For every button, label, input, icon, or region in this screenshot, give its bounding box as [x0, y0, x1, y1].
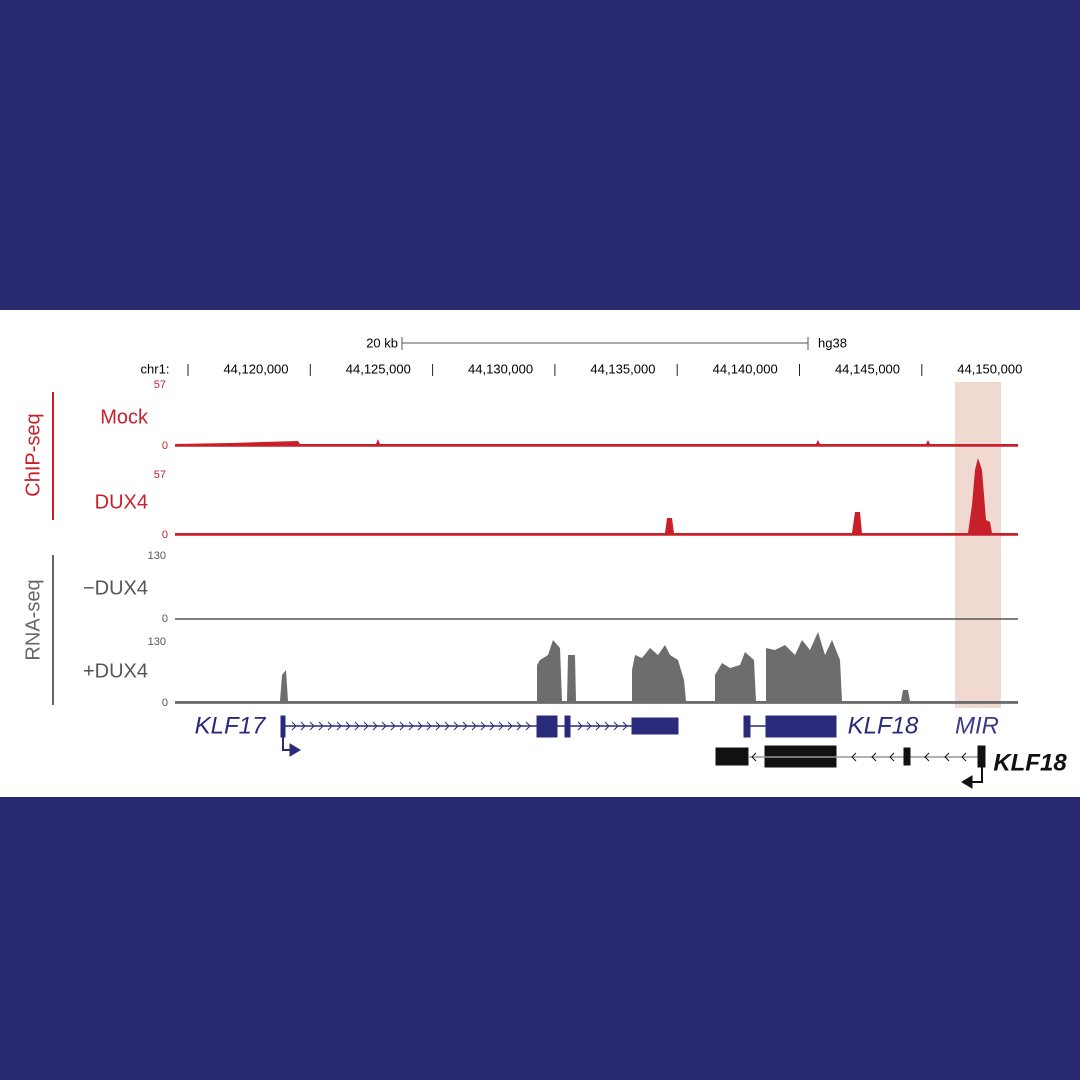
- chevron: [327, 721, 333, 731]
- chevron: [889, 752, 895, 762]
- chevron: [354, 721, 360, 731]
- scale-bar: [401, 337, 809, 350]
- chevron: [595, 721, 601, 731]
- chevron: [408, 721, 414, 731]
- ruler-label: 44,145,000: [835, 361, 900, 376]
- chevron: [613, 721, 619, 731]
- chevron: [480, 721, 486, 731]
- chevron: [372, 721, 378, 731]
- scale-label: 20 kb: [366, 335, 398, 350]
- track-min: 0: [162, 697, 168, 709]
- signal: [175, 632, 1018, 703]
- ruler: 44,120,000 44,125,000 44,130,000 44,135,000…: [187, 361, 1022, 376]
- track-max: 57: [154, 379, 166, 391]
- gene-label: KLF18: [993, 749, 1067, 776]
- gene-label: KLF17: [195, 712, 267, 739]
- group-label: RNA-seq: [22, 579, 44, 660]
- gene-label: MIR: [955, 712, 999, 739]
- gene-blue: [280, 715, 837, 757]
- gene-black: [715, 745, 986, 789]
- chevron: [507, 721, 513, 731]
- ruler-label: 44,120,000: [223, 361, 288, 376]
- track-name: DUX4: [95, 491, 148, 513]
- assembly: hg38: [818, 335, 847, 350]
- track-max: 130: [148, 550, 166, 562]
- chevron: [871, 752, 877, 762]
- chevron: [435, 721, 441, 731]
- chevron: [336, 721, 342, 731]
- track-name: +DUX4: [83, 660, 148, 682]
- chevron: [851, 752, 857, 762]
- track-min: 0: [162, 440, 168, 452]
- ruler-label: 44,130,000: [468, 361, 533, 376]
- chevron: [622, 721, 628, 731]
- chevron: [944, 752, 950, 762]
- chevron: [309, 721, 315, 731]
- chevron: [381, 721, 387, 731]
- highlight: [955, 382, 1001, 708]
- chevron: [291, 721, 297, 731]
- chevron: [399, 721, 405, 731]
- signal: [175, 439, 1018, 446]
- track-name: −DUX4: [83, 577, 148, 599]
- chevron: [453, 721, 459, 731]
- chevron: [390, 721, 396, 731]
- chevron: [300, 721, 306, 731]
- track-min: 0: [162, 613, 168, 625]
- chevron: [318, 721, 324, 731]
- ruler-label: 44,135,000: [590, 361, 655, 376]
- track-min: 0: [162, 529, 168, 541]
- chevron: [961, 752, 967, 762]
- chevron: [498, 721, 504, 731]
- ruler-label: 44,125,000: [346, 361, 411, 376]
- chevron: [471, 721, 477, 731]
- track-max: 130: [148, 636, 166, 648]
- chevron: [345, 721, 351, 731]
- chevron: [516, 721, 522, 731]
- chevron: [489, 721, 495, 731]
- chevron: [426, 721, 432, 731]
- track-name: Mock: [100, 406, 149, 428]
- chevron: [586, 721, 592, 731]
- chevron: [417, 721, 423, 731]
- ruler-label: 44,150,000: [957, 361, 1022, 376]
- ruler-label: 44,140,000: [713, 361, 778, 376]
- chevron: [444, 721, 450, 731]
- chevron: [462, 721, 468, 731]
- chevron: [577, 721, 583, 731]
- chrom: chr1:: [141, 361, 170, 376]
- gene-label: KLF18: [848, 712, 919, 739]
- group-label: ChIP-seq: [22, 413, 44, 496]
- chevron: [604, 721, 610, 731]
- chevron: [525, 721, 531, 731]
- chevron: [751, 752, 757, 762]
- track-max: 57: [154, 469, 166, 481]
- chevron: [924, 752, 930, 762]
- chevron: [363, 721, 369, 731]
